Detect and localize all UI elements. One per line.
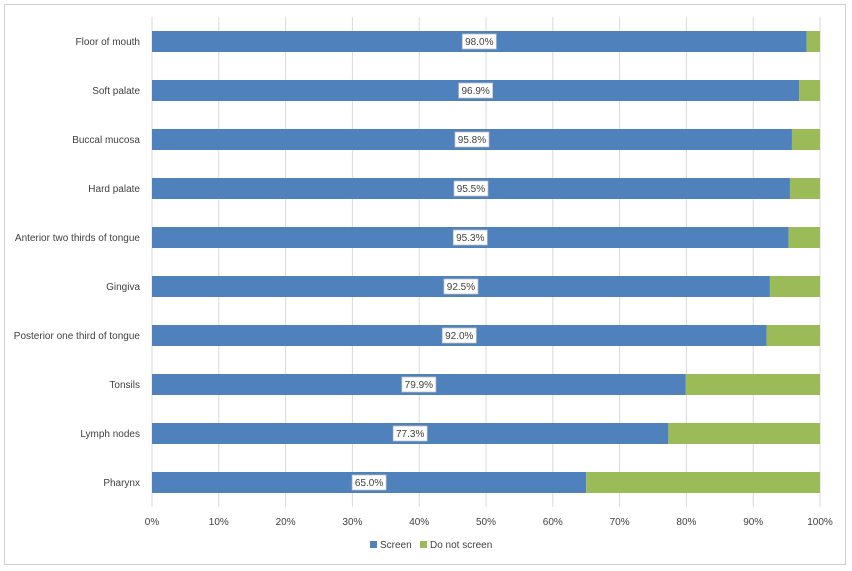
data-label-box: [392, 425, 428, 442]
data-label: 65.0%: [351, 474, 387, 491]
bar-do-not-screen: [791, 129, 820, 150]
data-label-text: 98.0%: [465, 37, 493, 48]
data-label-box: [454, 131, 490, 148]
category-label: Gingiva: [106, 282, 140, 293]
category-label: Tonsils: [109, 380, 140, 391]
x-tick-label: 20%: [276, 517, 296, 528]
data-label: 77.3%: [392, 425, 428, 442]
data-label-text: 92.0%: [445, 331, 473, 342]
data-label-text: 96.9%: [461, 86, 489, 97]
data-label: 92.0%: [441, 327, 477, 344]
category-label: Anterior two thirds of tongue: [15, 233, 141, 244]
category-label: Posterior one third of tongue: [14, 331, 141, 342]
data-label: 92.5%: [443, 278, 479, 295]
category-label: Floor of mouth: [76, 37, 140, 48]
data-label: 95.3%: [452, 229, 488, 246]
data-label-box: [461, 33, 497, 50]
x-tick-label: 50%: [476, 517, 496, 528]
bar-do-not-screen: [668, 423, 820, 444]
data-label-box: [351, 474, 387, 491]
bar-do-not-screen: [799, 80, 820, 101]
x-tick-label: 10%: [209, 517, 229, 528]
data-label: 79.9%: [401, 376, 437, 393]
bar-do-not-screen: [685, 374, 820, 395]
legend-swatch-screen: [370, 541, 377, 548]
data-label: 96.9%: [458, 82, 494, 99]
x-tick-label: 90%: [743, 517, 763, 528]
category-label: Lymph nodes: [80, 429, 140, 440]
data-label-text: 65.0%: [355, 478, 383, 489]
x-tick-label: 80%: [676, 517, 696, 528]
category-label: Soft palate: [92, 86, 140, 97]
data-label: 98.0%: [461, 33, 497, 50]
x-tick-label: 40%: [409, 517, 429, 528]
data-label: 95.8%: [454, 131, 490, 148]
data-label-text: 95.8%: [458, 135, 486, 146]
x-tick-label: 60%: [543, 517, 563, 528]
data-label-text: 95.5%: [457, 184, 485, 195]
bar-do-not-screen: [806, 31, 820, 52]
bar-do-not-screen: [766, 325, 820, 346]
data-label-box: [441, 327, 477, 344]
category-label: Pharynx: [103, 478, 140, 489]
data-label-box: [401, 376, 437, 393]
legend-label: Screen: [380, 540, 412, 551]
data-label-box: [443, 278, 479, 295]
data-labels: 98.0% 96.9% 95.8% 95.5% 95.3% 92.5% 92.0% 79.9%…: [351, 33, 497, 491]
bar-do-not-screen: [788, 227, 820, 248]
x-tick-label: 70%: [610, 517, 630, 528]
category-axis: Floor of mouth Soft palate Buccal mucosa Ha…: [14, 37, 141, 489]
value-axis: 0% 10% 20% 30% 40% 50% 60% 70% 80% 90% 100%: [145, 517, 833, 528]
category-label: Buccal mucosa: [72, 135, 140, 146]
data-label-text: 95.3%: [456, 233, 484, 244]
x-tick-label: 0%: [145, 517, 160, 528]
data-label: 95.5%: [453, 180, 489, 197]
legend-swatch-do-not-screen: [420, 541, 427, 548]
data-label-text: 92.5%: [447, 282, 475, 293]
legend-label: Do not screen: [430, 540, 492, 551]
category-label: Hard palate: [88, 184, 140, 195]
bar-do-not-screen: [769, 276, 820, 297]
bar-do-not-screen: [789, 178, 820, 199]
data-label-box: [458, 82, 494, 99]
data-label-text: 77.3%: [396, 429, 424, 440]
data-label-box: [453, 180, 489, 197]
data-label-box: [452, 229, 488, 246]
bar-do-not-screen: [586, 472, 820, 493]
x-tick-label: 100%: [807, 517, 833, 528]
data-label-text: 79.9%: [405, 380, 433, 391]
x-tick-label: 30%: [342, 517, 362, 528]
legend: Screen Do not screen: [370, 540, 492, 551]
